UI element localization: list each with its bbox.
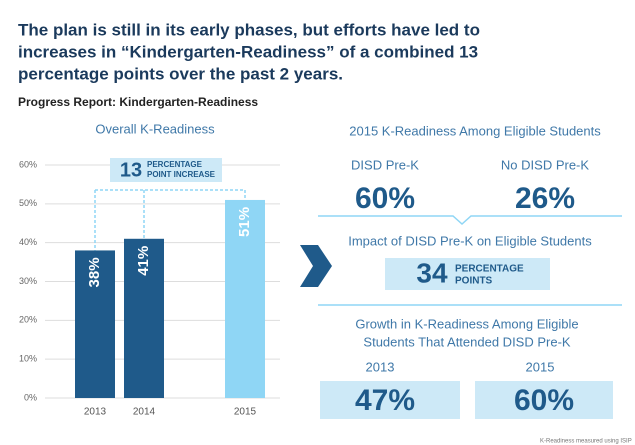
headline: The plan is still in its early phases, b…: [18, 20, 480, 39]
arrow: [300, 245, 332, 287]
x-tick-label: 2013: [84, 407, 107, 418]
bar: [225, 199, 265, 398]
y-tick-label: 0%: [24, 392, 37, 402]
y-tick-label: 30%: [19, 276, 37, 286]
annotation-number: 13: [120, 159, 142, 181]
value-label: 41%: [135, 246, 152, 276]
stat-box: [320, 381, 460, 419]
label: DISD Pre-K: [351, 157, 419, 172]
impact-box: [385, 258, 550, 290]
stat-box: [475, 381, 613, 419]
label: 2015: [526, 359, 555, 374]
bar: [75, 250, 115, 398]
headline: increases in “Kindergarten-Readiness” of…: [18, 42, 478, 61]
stat: 26%: [515, 182, 575, 215]
impact-text: PERCENTAGE: [455, 264, 524, 275]
panel-title: Growth in K-Readiness Among Eligible: [355, 316, 578, 331]
y-tick-label: 20%: [19, 315, 37, 325]
chart-title: Overall K-Readiness: [95, 121, 215, 136]
x-tick-label: 2015: [234, 407, 257, 418]
stat: 60%: [355, 182, 415, 215]
y-tick-label: 40%: [19, 237, 37, 247]
annotation-text: POINT INCREASE: [147, 170, 216, 179]
y-tick-label: 50%: [19, 198, 37, 208]
x-tick-label: 2014: [133, 407, 156, 418]
value-label: 38%: [86, 257, 103, 287]
stat: 60%: [514, 384, 574, 417]
label: No DISD Pre-K: [501, 157, 589, 172]
divider: [318, 215, 622, 226]
value-label: 51%: [236, 207, 253, 237]
headline: percentage points over the past 2 years.: [18, 64, 343, 83]
stat: 47%: [355, 384, 415, 417]
bar: [124, 238, 164, 398]
impact-number: 34: [416, 257, 448, 288]
y-tick-label: 10%: [19, 354, 37, 364]
panel-title: 2015 K-Readiness Among Eligible Students: [349, 123, 601, 138]
panel-title: Students That Attended DISD Pre-K: [363, 334, 570, 349]
panel-title: Impact of DISD Pre-K on Eligible Student…: [348, 233, 592, 248]
annotation-text: PERCENTAGE: [147, 160, 203, 169]
annotation-box: [110, 158, 222, 182]
subtitle: Progress Report: Kindergarten-Readiness: [18, 95, 258, 109]
label: 2013: [366, 359, 395, 374]
y-tick-label: 60%: [19, 159, 37, 169]
impact-text: POINTS: [455, 276, 493, 287]
footnote: K-Readiness measured using ISIP: [540, 439, 632, 445]
